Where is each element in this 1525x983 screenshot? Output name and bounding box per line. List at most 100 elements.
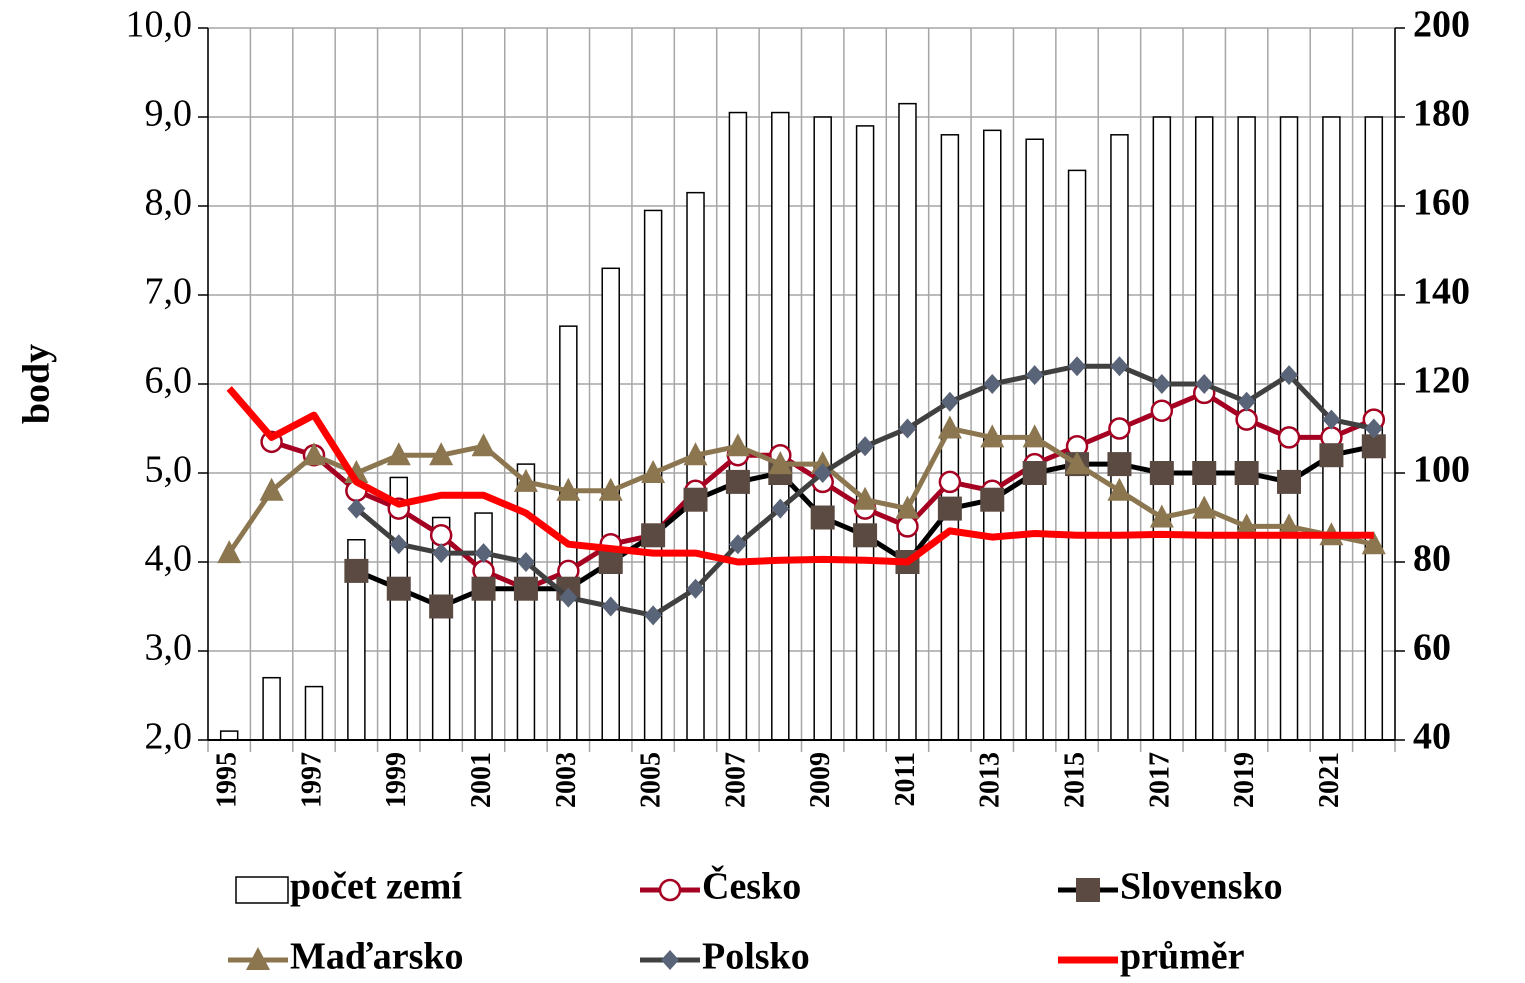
point — [1195, 374, 1214, 394]
x-tick-label: 2011 — [890, 752, 921, 806]
legend-label: Slovensko — [1120, 866, 1283, 908]
point — [856, 436, 875, 457]
point — [429, 594, 454, 619]
point — [980, 487, 1005, 512]
point — [728, 534, 747, 555]
y-tick-label: 2,0 — [145, 716, 193, 758]
point — [1364, 418, 1383, 439]
y2-tick-label: 80 — [1413, 538, 1451, 580]
bar — [1152, 116, 1172, 741]
point — [1280, 365, 1299, 386]
point — [980, 424, 1005, 448]
legend-marker — [661, 950, 679, 970]
point — [1107, 452, 1132, 477]
bar — [728, 111, 748, 741]
point — [644, 605, 663, 626]
point — [1322, 409, 1341, 430]
point — [1107, 477, 1132, 501]
y-tick-label: 8,0 — [145, 182, 193, 224]
bar — [771, 111, 790, 741]
x-tick-label: 1995 — [212, 752, 243, 808]
point — [432, 543, 451, 564]
point — [1150, 399, 1174, 422]
point — [598, 477, 623, 501]
point — [1068, 356, 1087, 377]
x-tick-label: 2013 — [975, 752, 1006, 808]
point — [771, 498, 790, 519]
point — [1108, 417, 1131, 440]
legend-label: Maďarsko — [290, 936, 464, 978]
x-tick-label: 2009 — [805, 752, 836, 808]
point — [386, 442, 411, 466]
point — [1022, 461, 1047, 485]
x-tick-label: 1997 — [296, 752, 327, 808]
point — [1149, 504, 1174, 528]
point — [1277, 513, 1302, 537]
point — [344, 558, 369, 583]
point — [896, 515, 919, 538]
point — [1152, 374, 1171, 394]
point — [471, 433, 496, 457]
y2-tick-label: 200 — [1413, 4, 1470, 46]
point — [853, 486, 878, 510]
point — [1235, 408, 1258, 431]
y-tick-label: 6,0 — [145, 360, 193, 402]
point — [1361, 531, 1386, 555]
y-tick-label: 7,0 — [145, 271, 193, 313]
bar — [813, 116, 832, 741]
point — [1025, 365, 1044, 386]
point — [598, 550, 623, 574]
x-tick-label: 2005 — [636, 752, 667, 808]
bar — [855, 125, 875, 741]
y2-tick-label: 180 — [1413, 93, 1470, 135]
bar — [601, 267, 620, 741]
legend-marker — [658, 878, 682, 902]
point — [1065, 451, 1090, 475]
point — [1277, 426, 1301, 449]
y-tick-label: 5,0 — [145, 449, 193, 491]
point — [1149, 461, 1174, 485]
point — [813, 463, 832, 483]
point — [389, 534, 408, 555]
point — [1319, 443, 1344, 468]
x-tick-label: 2001 — [466, 752, 497, 808]
legend-marker — [246, 947, 270, 970]
y-axis-label: body — [16, 344, 58, 424]
point — [513, 576, 538, 601]
point — [1192, 461, 1217, 485]
point — [347, 498, 366, 519]
legend-marker — [1076, 878, 1100, 902]
x-tick-label: 2019 — [1229, 752, 1260, 808]
bar — [304, 685, 324, 741]
point — [429, 442, 454, 466]
y2-tick-label: 60 — [1413, 627, 1451, 669]
y2-tick-label: 160 — [1413, 182, 1470, 224]
point — [683, 442, 708, 466]
point — [471, 576, 496, 601]
point — [686, 578, 705, 599]
legend-swatch — [235, 876, 289, 904]
y-tick-label: 3,0 — [145, 627, 193, 669]
x-tick-label: 2007 — [720, 752, 751, 808]
point — [641, 460, 666, 483]
point — [810, 505, 835, 530]
point — [641, 523, 666, 548]
point — [1237, 391, 1256, 412]
y2-tick-label: 100 — [1413, 449, 1470, 491]
y2-tick-label: 140 — [1413, 271, 1470, 313]
point — [601, 596, 620, 617]
point — [513, 468, 538, 492]
y2-tick-label: 120 — [1413, 360, 1470, 402]
point — [940, 391, 959, 412]
point — [1192, 495, 1217, 519]
point — [1277, 469, 1302, 494]
point — [853, 523, 878, 548]
point — [1234, 513, 1259, 537]
point — [1234, 461, 1259, 485]
point — [259, 477, 284, 501]
legend-label: průměr — [1120, 936, 1245, 978]
line — [226, 386, 1374, 566]
point — [895, 495, 920, 519]
x-tick-label: 2021 — [1314, 752, 1345, 808]
